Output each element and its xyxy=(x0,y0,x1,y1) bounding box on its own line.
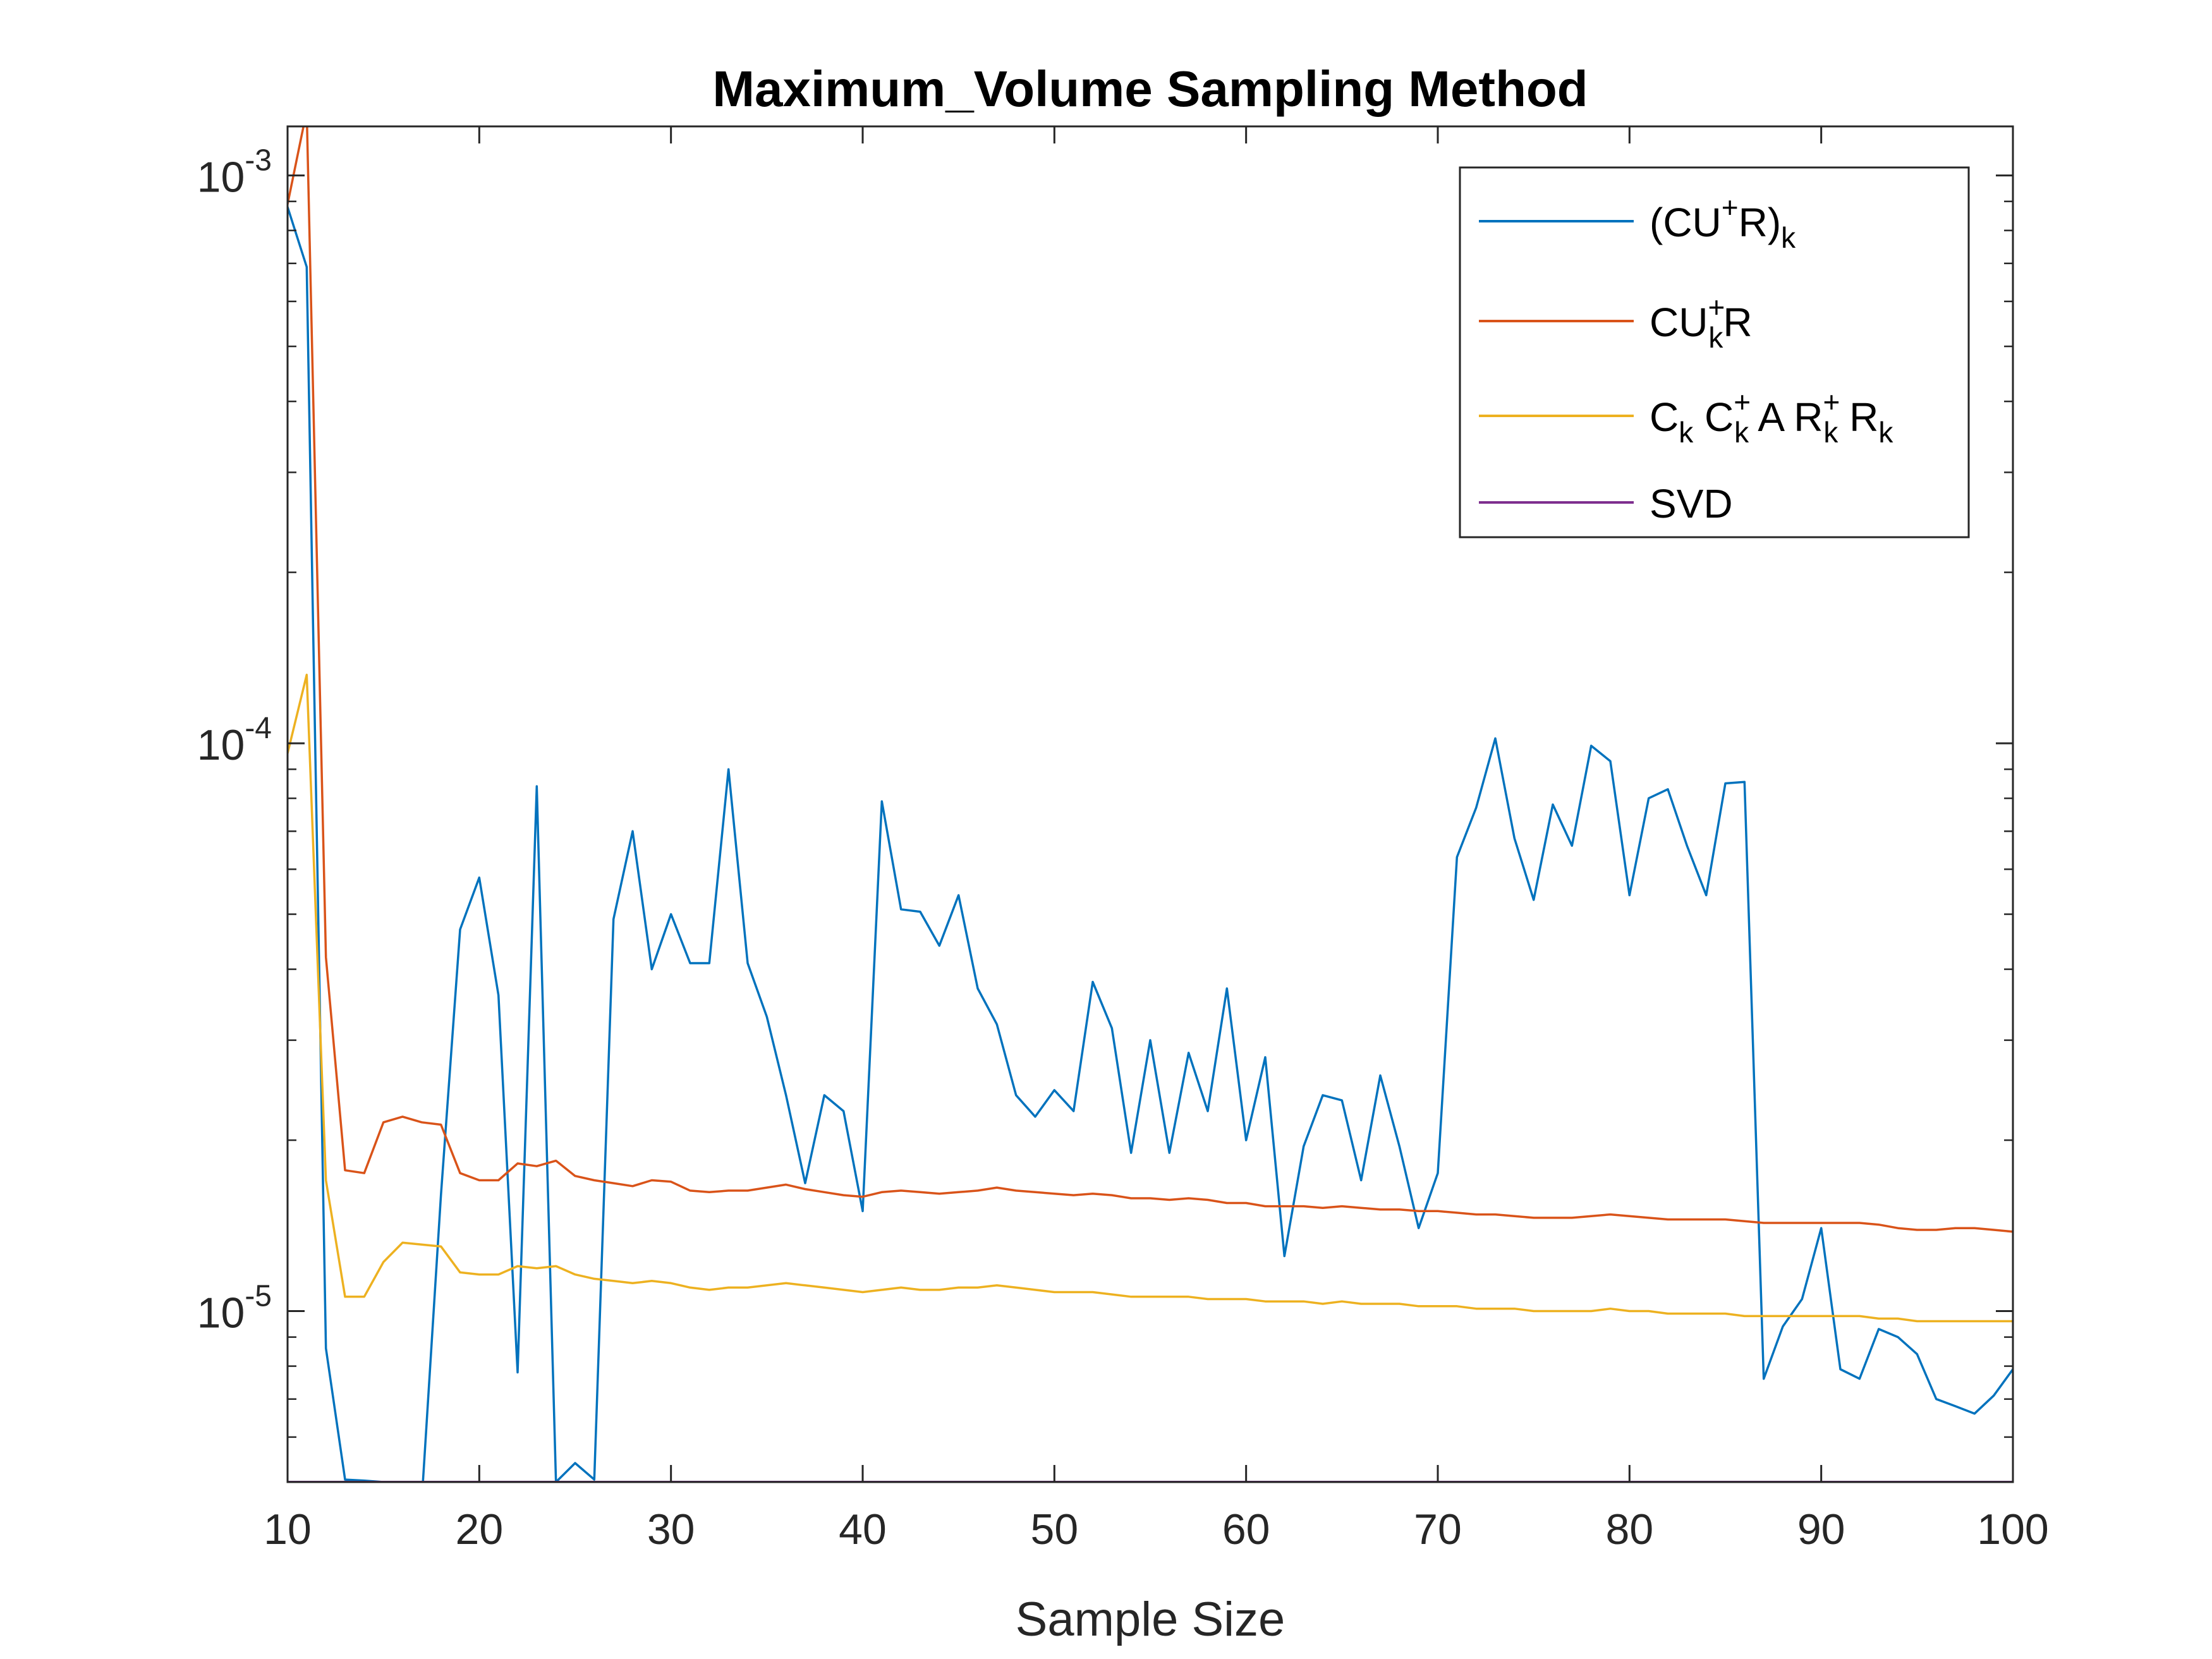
legend-label-ck-ck-a-rk-rk: Ck C+ k A R+ k Rk xyxy=(1650,386,1893,449)
x-tick-label: 100 xyxy=(1977,1505,2048,1553)
x-tick-label: 90 xyxy=(1797,1505,1845,1553)
y-tick-label: 10-4 xyxy=(197,712,272,769)
plot-frame xyxy=(286,125,2014,1483)
legend: (CU+R)k CU+ kR Ck C+ k A R+ k Rk SVD xyxy=(1459,166,1970,538)
x-axis-title: Sample Size xyxy=(1016,1593,1285,1646)
series-layer xyxy=(288,126,2013,1482)
series-line-cu-r-k xyxy=(288,206,2013,1482)
x-tick-label: 80 xyxy=(1606,1505,1654,1553)
chart-title: Maximum_Volume Sampling Method xyxy=(712,61,1588,117)
legend-label-cuk-r: CU+ kR xyxy=(1650,291,1753,354)
x-tick-label: 20 xyxy=(456,1505,504,1553)
labels-layer: 10 20 30 40 50 60 70 80 90 100 10-5 10-4 10-3 xyxy=(197,144,2049,1553)
legend-label-svd: SVD xyxy=(1650,481,1733,526)
x-tick-label: 50 xyxy=(1031,1505,1079,1553)
series-line-cuk-r xyxy=(288,126,2013,1233)
x-tick-label: 30 xyxy=(647,1505,695,1553)
x-tick-label: 60 xyxy=(1222,1505,1270,1553)
legend-box xyxy=(1459,166,1970,538)
x-tick-label: 40 xyxy=(839,1505,887,1553)
x-tick-label: 10 xyxy=(264,1505,312,1553)
series-line-ck-ck-a-rk-rk xyxy=(288,673,2013,1323)
x-tick-label: 70 xyxy=(1414,1505,1462,1553)
y-tick-label: 10-5 xyxy=(197,1280,272,1337)
legend-label-cu-r-k: (CU+R)k xyxy=(1650,191,1796,254)
y-tick-label: 10-3 xyxy=(197,144,272,202)
